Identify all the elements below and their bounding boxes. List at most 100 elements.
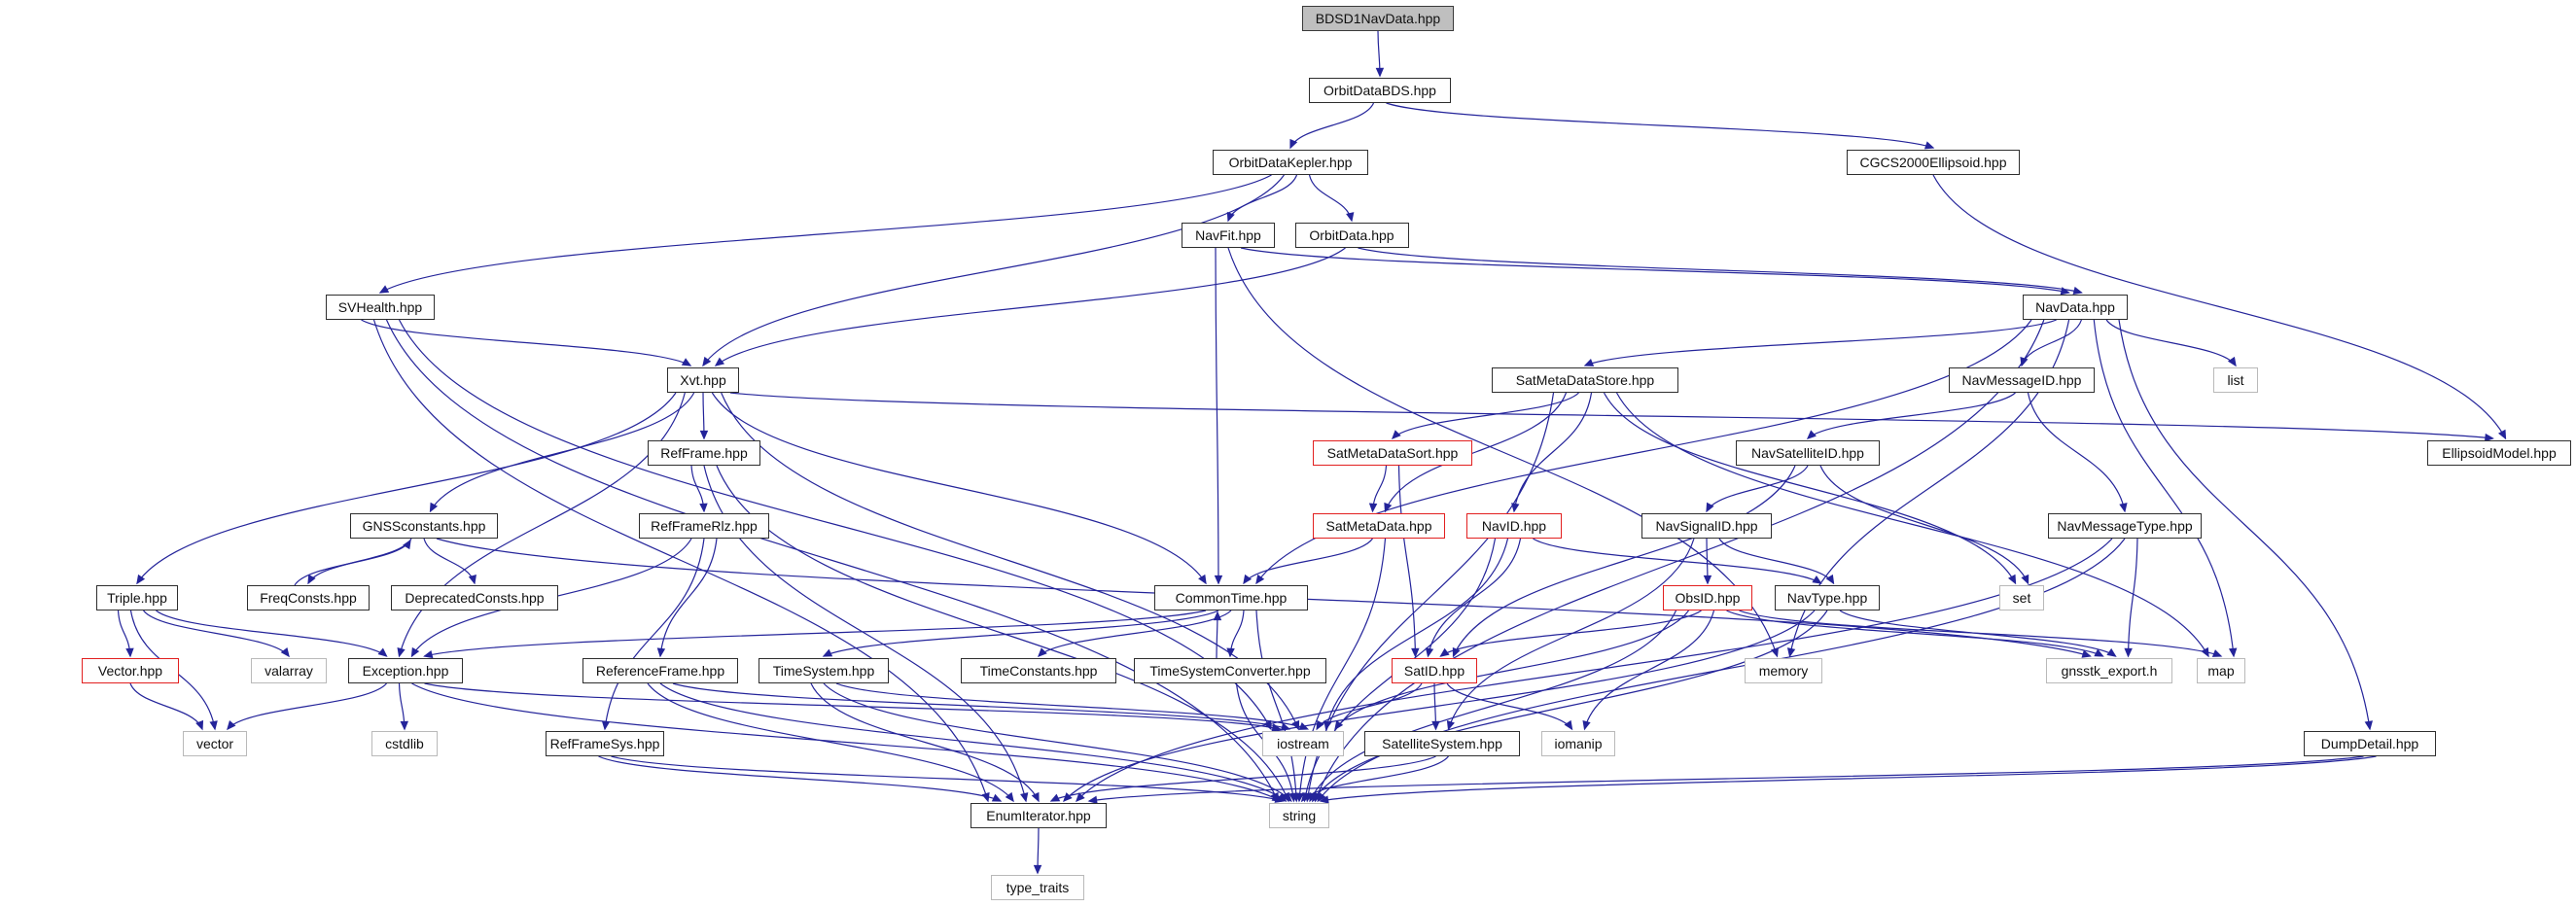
node-CommonTime[interactable]: CommonTime.hpp: [1154, 585, 1308, 610]
edge-Triple-to-valarray: [143, 610, 290, 658]
edge-DumpDetail-to-string: [1319, 755, 2377, 804]
edge-SVHealth-to-iostream: [398, 319, 1272, 731]
node-Triple[interactable]: Triple.hpp: [96, 585, 178, 610]
node-OrbitData[interactable]: OrbitData.hpp: [1294, 223, 1409, 248]
node-NavSignalID[interactable]: NavSignalID.hpp: [1641, 513, 1772, 539]
node-TimeSystem[interactable]: TimeSystem.hpp: [759, 658, 889, 683]
node-SatMetaDataSort[interactable]: SatMetaDataSort.hpp: [1313, 440, 1472, 466]
edge-RefFrameSys-to-string: [611, 755, 1285, 803]
edge-ObsID-to-SatID: [1439, 610, 1702, 657]
edge-OrbitData-to-Xvt: [714, 247, 1346, 366]
edge-SatelliteSystem-to-string: [1300, 755, 1449, 803]
edge-ReferenceFrame-to-string: [659, 682, 1288, 802]
edge-SatID-to-iomanip: [1446, 682, 1573, 731]
node-TimeConstants[interactable]: TimeConstants.hpp: [961, 658, 1116, 683]
edge-ObsID-to-string: [1309, 610, 1677, 803]
edge-SatMetaDataSort-to-SatMetaData: [1368, 465, 1388, 513]
node-RefFrameSys[interactable]: RefFrameSys.hpp: [546, 731, 664, 756]
node-FreqConsts[interactable]: FreqConsts.hpp: [247, 585, 370, 610]
node-gnsstk_export[interactable]: gnsstk_export.h: [2046, 658, 2172, 683]
edge-SatID-to-SatelliteSystem: [1431, 682, 1440, 731]
node-set[interactable]: set: [1999, 585, 2044, 610]
edge-NavFit-to-NavData: [1240, 247, 2070, 296]
node-OrbitDataBDS[interactable]: OrbitDataBDS.hpp: [1309, 78, 1451, 103]
edge-NavMessageType-to-gnsstk_export: [2124, 538, 2138, 658]
node-RefFrame[interactable]: RefFrame.hpp: [648, 440, 760, 466]
edge-NavMessageID-to-NavMessageType: [2027, 392, 2128, 513]
node-GNSSconstants[interactable]: GNSSconstants.hpp: [350, 513, 498, 539]
edge-SatMetaDataStore-to-SatMetaDataSort: [1391, 392, 1579, 440]
node-NavFit[interactable]: NavFit.hpp: [1182, 223, 1275, 248]
edge-OrbitDataKepler-to-NavFit: [1226, 174, 1298, 223]
node-OrbitDataKepler[interactable]: OrbitDataKepler.hpp: [1213, 150, 1368, 175]
edge-NavMessageID-to-NavSatelliteID: [1806, 392, 2016, 439]
node-SatMetaDataStore[interactable]: SatMetaDataStore.hpp: [1492, 367, 1678, 393]
edge-Exception-to-string: [411, 682, 1283, 802]
node-TimeSystemConverter[interactable]: TimeSystemConverter.hpp: [1134, 658, 1326, 683]
node-cstdlib[interactable]: cstdlib: [371, 731, 438, 756]
edge-TimeSystem-to-string: [823, 682, 1292, 803]
edge-ObsID-to-map: [1739, 610, 2223, 657]
node-iomanip[interactable]: iomanip: [1541, 731, 1615, 756]
node-NavID[interactable]: NavID.hpp: [1466, 513, 1562, 539]
node-DumpDetail[interactable]: DumpDetail.hpp: [2304, 731, 2436, 756]
edge-NavType-to-string: [1311, 610, 1828, 803]
node-valarray[interactable]: valarray: [251, 658, 327, 683]
node-DeprecatedConsts[interactable]: DeprecatedConsts.hpp: [391, 585, 558, 610]
edge-ReferenceFrame-to-EnumIterator: [647, 682, 1014, 803]
node-Exception[interactable]: Exception.hpp: [348, 658, 463, 683]
edge-Xvt-to-RefFrame: [699, 392, 709, 440]
node-SVHealth[interactable]: SVHealth.hpp: [326, 295, 435, 320]
edge-NavID-to-iostream: [1323, 538, 1509, 731]
node-ObsID[interactable]: ObsID.hpp: [1663, 585, 1752, 610]
edge-NavSignalID-to-NavType: [1718, 538, 1835, 585]
node-ReferenceFrame[interactable]: ReferenceFrame.hpp: [582, 658, 738, 683]
edge-SatMetaDataSort-to-SatID: [1397, 465, 1420, 658]
node-EllipsoidModel[interactable]: EllipsoidModel.hpp: [2427, 440, 2571, 466]
edge-TimeSystem-to-iostream: [835, 682, 1310, 730]
edge-Xvt-to-EllipsoidModel: [729, 392, 2494, 442]
node-RefFrameRlz[interactable]: RefFrameRlz.hpp: [639, 513, 769, 539]
node-SatMetaData[interactable]: SatMetaData.hpp: [1313, 513, 1445, 539]
node-Vector[interactable]: Vector.hpp: [82, 658, 179, 683]
node-SatID[interactable]: SatID.hpp: [1392, 658, 1477, 683]
edge-NavSatelliteID-to-SatID: [1452, 465, 1796, 658]
edge-Exception-to-cstdlib: [398, 682, 408, 731]
edge-NavType-to-EnumIterator: [1063, 610, 1816, 803]
node-list[interactable]: list: [2213, 367, 2258, 393]
node-NavMessageType[interactable]: NavMessageType.hpp: [2048, 513, 2202, 539]
edge-NavData-to-string: [1314, 319, 2045, 803]
edge-ObsID-to-iomanip: [1582, 610, 1715, 731]
node-string[interactable]: string: [1269, 803, 1329, 828]
node-NavType[interactable]: NavType.hpp: [1775, 585, 1880, 610]
edge-Xvt-to-Triple: [136, 392, 677, 585]
edge-CommonTime-to-Exception: [423, 610, 1207, 659]
node-NavSatelliteID[interactable]: NavSatelliteID.hpp: [1736, 440, 1880, 466]
edge-FreqConsts-to-GNSSconstants: [294, 539, 411, 586]
node-type_traits[interactable]: type_traits: [991, 875, 1084, 900]
edge-NavData-to-SatMetaDataStore: [1583, 319, 2057, 366]
edge-RefFrame-to-RefFrameRlz: [690, 465, 708, 513]
edge-SatMetaDataStore-to-map: [1615, 392, 2209, 658]
node-NavData[interactable]: NavData.hpp: [2023, 295, 2128, 320]
edge-SVHealth-to-EnumIterator: [372, 319, 990, 803]
edge-OrbitDataBDS-to-OrbitDataKepler: [1289, 102, 1375, 150]
edge-Exception-to-iostream: [424, 682, 1282, 732]
edge-OrbitDataKepler-to-SVHealth: [378, 174, 1272, 294]
node-Xvt[interactable]: Xvt.hpp: [667, 367, 739, 393]
node-EnumIterator[interactable]: EnumIterator.hpp: [970, 803, 1107, 828]
node-map[interactable]: map: [2197, 658, 2245, 683]
node-iostream[interactable]: iostream: [1262, 731, 1344, 756]
edge-DumpDetail-to-EnumIterator: [1087, 755, 2364, 805]
edge-Exception-to-vector: [227, 682, 387, 731]
edge-NavData-to-NavMessageID: [2020, 319, 2083, 367]
edge-SatID-to-iostream: [1316, 682, 1423, 731]
node-memory[interactable]: memory: [1745, 658, 1822, 683]
node-vector[interactable]: vector: [183, 731, 247, 756]
node-NavMessageID[interactable]: NavMessageID.hpp: [1949, 367, 2095, 393]
node-CGCS2000Ellipsoid[interactable]: CGCS2000Ellipsoid.hpp: [1847, 150, 2020, 175]
edge-NavFit-to-CommonTime: [1214, 247, 1223, 585]
node-SatelliteSystem[interactable]: SatelliteSystem.hpp: [1364, 731, 1520, 756]
edge-SatelliteSystem-to-EnumIterator: [1049, 755, 1436, 802]
